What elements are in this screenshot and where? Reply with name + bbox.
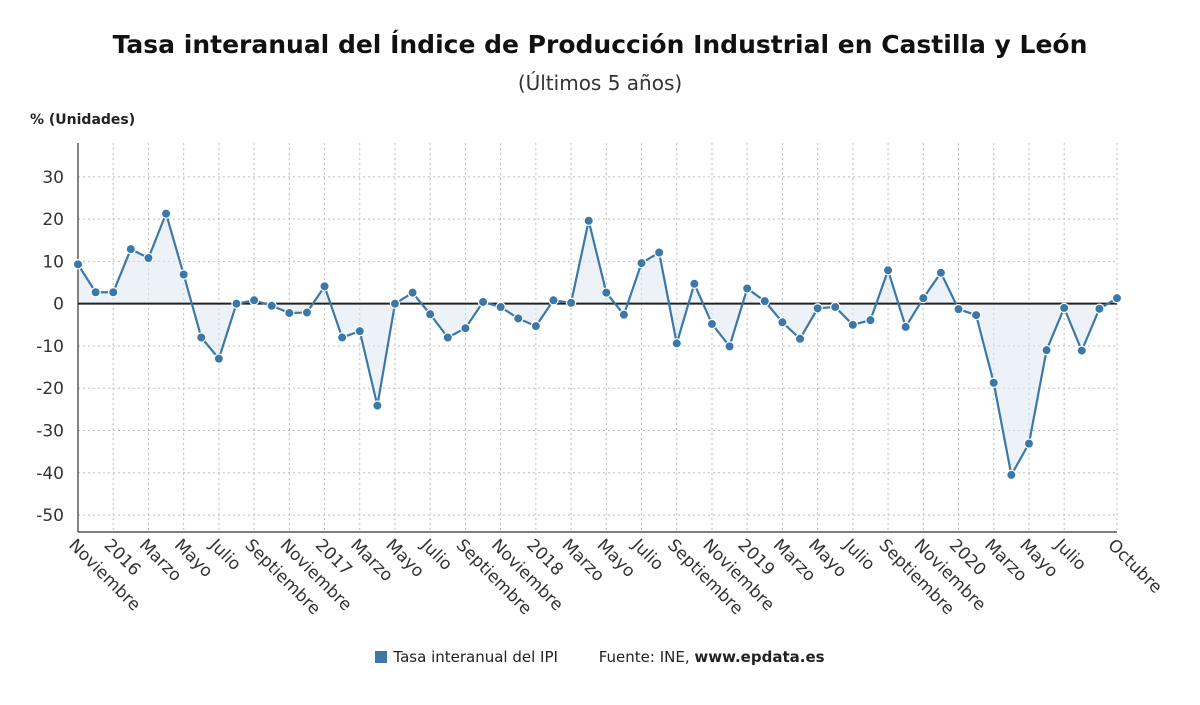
data-point xyxy=(90,287,101,298)
data-point xyxy=(477,296,489,308)
data-point xyxy=(671,338,682,349)
data-point xyxy=(407,287,418,298)
data-point xyxy=(1023,438,1035,449)
y-tick-labels: 30 20 10 0 -10 -20 -30 -40 -50 xyxy=(36,168,64,526)
data-point xyxy=(653,247,665,258)
data-point xyxy=(442,332,454,343)
source-prefix: Fuente: INE, xyxy=(598,648,690,666)
data-point xyxy=(125,243,137,255)
data-point xyxy=(882,265,894,276)
data-point xyxy=(284,307,295,319)
y-tick-label: -30 xyxy=(36,422,64,442)
data-point xyxy=(970,309,982,321)
data-point xyxy=(231,298,242,309)
data-point xyxy=(777,317,788,328)
data-point xyxy=(143,252,154,264)
data-point xyxy=(372,400,383,411)
data-point xyxy=(460,322,471,334)
y-axis-label: % (Unidades) xyxy=(30,112,136,128)
y-tick-label: 0 xyxy=(53,295,64,315)
data-point xyxy=(565,297,577,309)
y-tick-label: -50 xyxy=(36,506,64,526)
data-point xyxy=(1094,303,1105,314)
data-point xyxy=(548,295,559,306)
series-line xyxy=(77,212,1118,477)
x-tick-labels: Noviembre2016MarzoMayoJulioSeptiembreNov… xyxy=(64,535,1165,619)
axes xyxy=(77,143,1117,533)
chart-title: Tasa interanual del Índice de Producción… xyxy=(112,30,1088,59)
data-point xyxy=(865,314,876,326)
data-point xyxy=(319,281,330,292)
data-point xyxy=(1058,302,1070,314)
data-point xyxy=(495,301,506,313)
legend-swatch xyxy=(375,651,388,663)
data-point xyxy=(706,318,718,330)
data-point xyxy=(1111,292,1123,304)
data-point xyxy=(847,319,859,331)
data-point xyxy=(301,307,313,318)
data-point xyxy=(988,377,999,388)
data-point xyxy=(425,309,436,320)
data-point xyxy=(689,278,700,290)
data-point xyxy=(213,353,225,364)
y-tick-label: -40 xyxy=(36,464,64,484)
data-point xyxy=(794,333,806,344)
series-polyline xyxy=(77,212,1118,477)
source-site: www.epdata.es xyxy=(694,648,825,666)
data-point xyxy=(530,320,542,332)
y-tick-label: 20 xyxy=(42,210,64,230)
data-point xyxy=(108,287,119,298)
x-tick-label: Octubre xyxy=(1103,535,1165,597)
area-fill xyxy=(78,213,1117,475)
chart-subtitle: (Últimos 5 años) xyxy=(517,71,683,95)
data-point xyxy=(1041,344,1052,356)
data-point xyxy=(812,303,823,314)
data-point xyxy=(354,325,365,337)
legend: Tasa interanual del IPI Fuente: INE, www… xyxy=(0,648,1200,666)
data-point xyxy=(724,341,735,352)
data-point xyxy=(636,257,647,269)
y-tick-label: -20 xyxy=(36,379,64,399)
data-point xyxy=(953,303,964,315)
data-point xyxy=(72,259,84,270)
y-tick-label: -10 xyxy=(36,337,64,357)
data-point xyxy=(935,267,947,279)
data-point xyxy=(583,215,594,226)
data-point xyxy=(1076,345,1087,356)
area-fill-path xyxy=(78,213,1117,475)
data-point xyxy=(759,295,770,307)
data-point xyxy=(601,287,612,298)
data-point xyxy=(266,300,277,311)
data-point xyxy=(830,301,841,313)
data-points xyxy=(72,208,1123,481)
data-point xyxy=(618,309,630,320)
data-point xyxy=(336,332,348,343)
data-point xyxy=(389,298,401,309)
y-tick-label: 30 xyxy=(42,168,64,188)
source-note: Fuente: INE, www.epdata.es xyxy=(599,648,825,666)
data-point xyxy=(178,269,189,280)
data-point xyxy=(900,321,911,333)
data-point xyxy=(513,313,524,324)
data-point xyxy=(248,295,260,306)
data-point xyxy=(196,332,207,343)
data-point xyxy=(741,283,753,294)
grid-lines xyxy=(77,143,1118,532)
data-point xyxy=(1006,469,1017,481)
data-point xyxy=(918,292,929,304)
data-point xyxy=(160,208,172,219)
legend-series-label: Tasa interanual del IPI xyxy=(393,648,558,666)
y-tick-label: 10 xyxy=(42,252,64,272)
